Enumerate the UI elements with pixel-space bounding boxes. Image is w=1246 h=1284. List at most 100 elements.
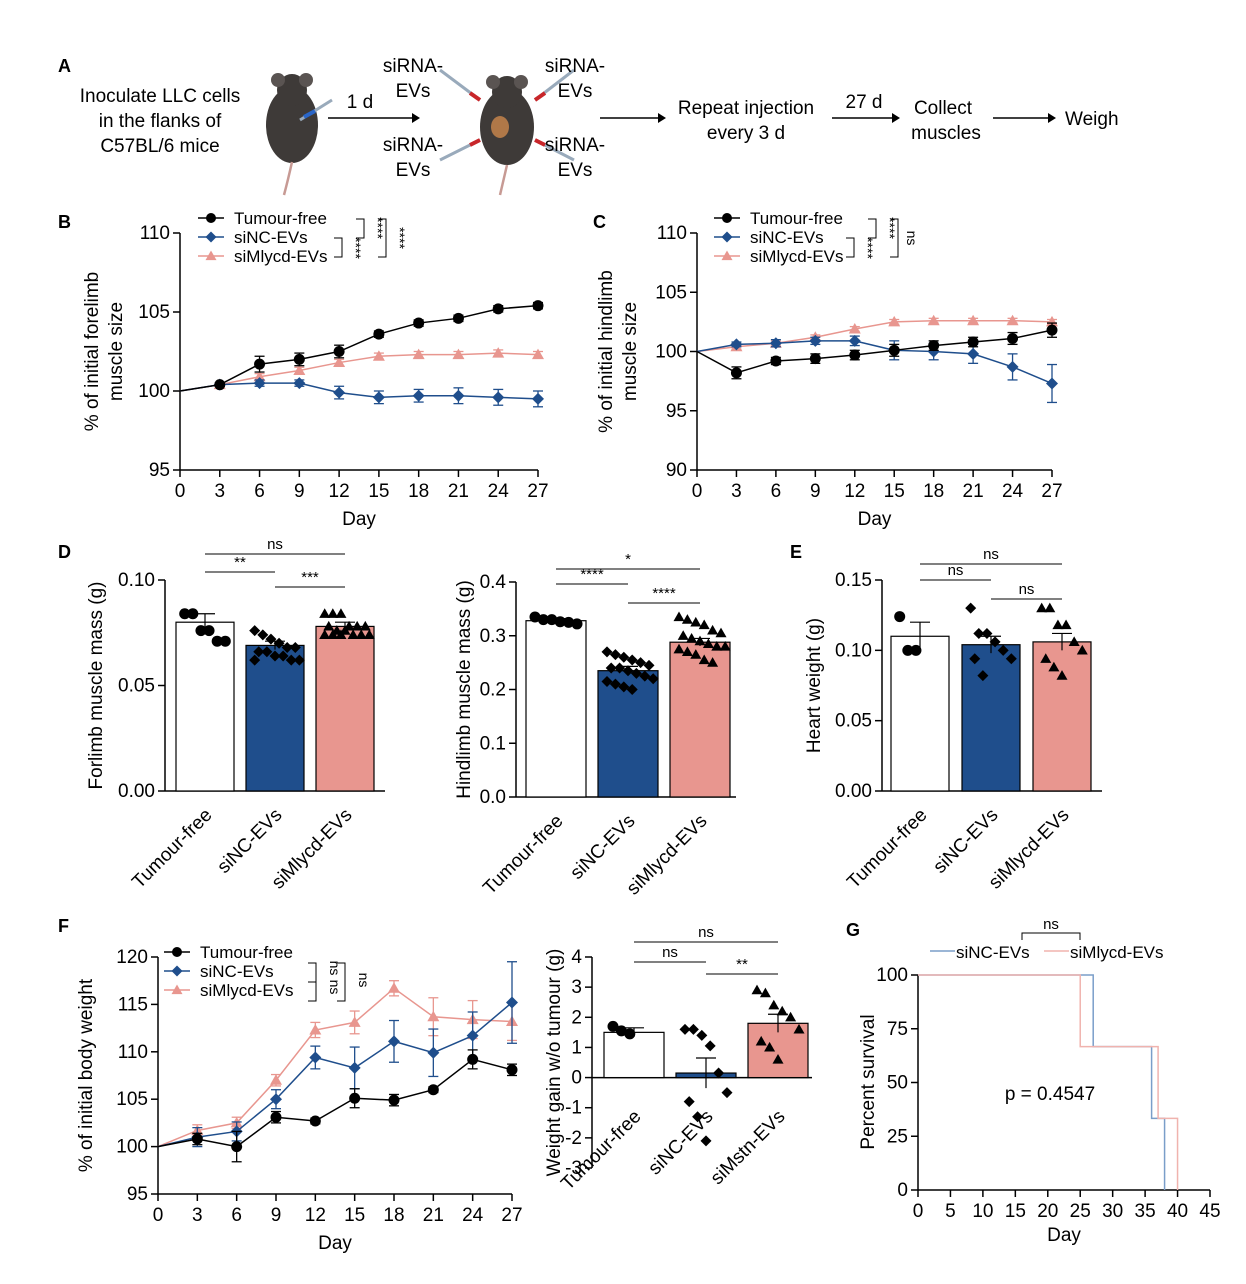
legend-marker — [172, 947, 182, 957]
data-point — [751, 984, 763, 995]
chart-B: 95 100 105 110 0 3 6 9 12 15 18 21 24 27 Day % of initi… — [58, 209, 549, 530]
data-point — [355, 629, 367, 639]
significance-label: *** — [301, 569, 319, 586]
data-point — [624, 1028, 636, 1040]
data-point — [626, 684, 638, 695]
mouse-icon — [266, 73, 333, 196]
y-tick-label: 0.15 — [835, 570, 872, 591]
y-axis-title: muscle size — [106, 302, 127, 401]
data-point — [768, 999, 780, 1010]
inj-tr-2: EVs — [558, 81, 593, 102]
data-point — [270, 1093, 282, 1106]
data-point — [309, 1023, 322, 1035]
series-line — [179, 304, 539, 392]
data-point — [293, 353, 305, 365]
y-tick-label: 0.2 — [480, 680, 506, 701]
y-tick-label: 0 — [897, 1180, 908, 1201]
data-point — [785, 1011, 797, 1022]
significance-bracket — [868, 218, 877, 239]
significance-label: ns — [1043, 916, 1059, 933]
series-line — [696, 329, 1053, 374]
x-axis-title: Day — [318, 1233, 352, 1254]
legend-label: siNC-EVs — [956, 943, 1030, 962]
x-axis-title: Day — [1047, 1225, 1081, 1246]
panel-label-F: F — [58, 916, 69, 936]
data-point — [1007, 332, 1019, 344]
significance-bracket — [378, 218, 387, 258]
y-axis-title: muscle size — [620, 302, 641, 401]
data-point — [997, 644, 1009, 656]
data-point — [770, 355, 782, 367]
data-point — [427, 1084, 439, 1096]
data-point — [327, 608, 339, 618]
data-point — [759, 987, 771, 998]
x-tick-label: 40 — [1167, 1201, 1188, 1222]
bar-Tumour-free — [890, 635, 950, 792]
data-point — [388, 1094, 400, 1106]
data-point — [270, 1074, 282, 1085]
x-tick-label: 10 — [972, 1201, 993, 1222]
y-tick-label: 0.05 — [835, 711, 872, 732]
data-point — [203, 625, 215, 637]
data-point — [191, 1133, 203, 1145]
data-point — [910, 644, 922, 656]
significance-label: ns — [327, 980, 343, 995]
y-axis-title: Hindlimb muscle mass (g) — [454, 580, 475, 799]
significance-label: **** — [580, 566, 604, 583]
x-tick-label: 15 — [344, 1205, 365, 1226]
x-tick-label: 27 — [501, 1205, 522, 1226]
y-tick-label: 1 — [571, 1037, 582, 1058]
survival-siNC-EVs — [918, 974, 1166, 1190]
data-point — [333, 346, 345, 357]
data-point — [977, 670, 989, 682]
data-point — [537, 614, 549, 626]
data-point — [848, 322, 861, 334]
data-point — [707, 657, 719, 667]
legend-marker — [205, 231, 217, 243]
data-point — [690, 616, 702, 627]
y-tick-label: 0.05 — [118, 676, 155, 697]
y-axis-title: % of initial forelimb — [82, 272, 103, 431]
series-Tumour-free — [157, 1049, 518, 1163]
data-point — [427, 1010, 440, 1022]
y-tick-label: 4 — [571, 947, 582, 968]
data-point — [289, 642, 301, 654]
data-point — [249, 654, 261, 666]
series-Tumour-free — [696, 322, 1058, 380]
significance-bracket — [846, 237, 855, 258]
data-point — [702, 638, 714, 648]
data-point — [809, 334, 822, 347]
data-point — [681, 646, 693, 656]
data-point — [622, 665, 634, 677]
data-point — [647, 673, 659, 685]
data-point — [427, 1046, 440, 1059]
data-point — [333, 386, 346, 399]
panel-label-G: G — [846, 920, 860, 940]
x-tick-label: 18 — [383, 1205, 404, 1226]
x-tick-label: 35 — [1135, 1201, 1156, 1222]
y-axis-title: Weight gain w/o tumour (g) — [544, 949, 565, 1177]
legend-marker — [171, 965, 183, 977]
data-point — [211, 635, 223, 647]
inj-br-1: siRNA- — [545, 135, 605, 156]
x-tick-label: 3 — [214, 481, 225, 502]
y-tick-label: 100 — [655, 342, 687, 363]
data-point — [902, 644, 914, 656]
data-point — [348, 1016, 361, 1027]
data-point — [532, 392, 544, 405]
category-label: Tumour-free — [479, 811, 567, 899]
x-tick-label: 27 — [1041, 481, 1062, 502]
data-point — [413, 317, 425, 329]
data-point — [888, 315, 901, 327]
data-point — [690, 649, 702, 659]
series-line — [696, 340, 1053, 385]
x-tick-label: 25 — [1070, 1201, 1091, 1222]
y-axis-title: Forlimb muscle mass (g) — [86, 582, 107, 790]
step1-line2: in the flanks of — [99, 111, 222, 132]
significance-label: **** — [652, 585, 676, 602]
panel-label-E: E — [790, 542, 802, 562]
data-point — [253, 370, 266, 382]
category-label: siNC-EVs — [929, 805, 1002, 878]
inj-tr-1: siRNA- — [545, 56, 605, 77]
